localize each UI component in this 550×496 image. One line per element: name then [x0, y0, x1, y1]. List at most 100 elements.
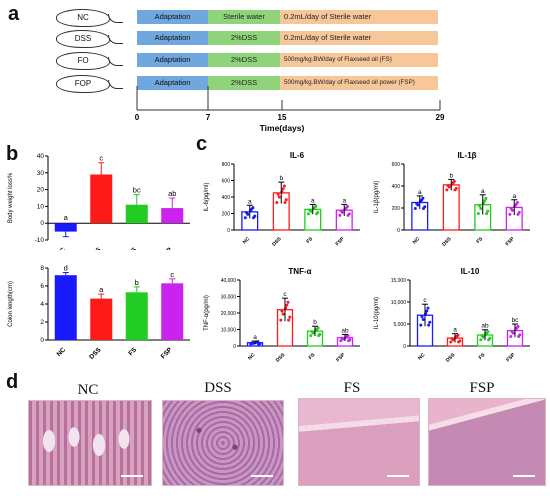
data-point: [309, 334, 313, 338]
bar-dss: [442, 184, 460, 231]
adaptation-segment: Adaptation: [137, 53, 208, 67]
data-point: [425, 309, 429, 313]
chart-title: TNF-α: [288, 267, 311, 276]
y-tick-label: 2: [40, 319, 44, 326]
histology-image-dss: [162, 400, 284, 486]
significance-letter: a: [64, 213, 69, 222]
y-axis-label: Colon length(cm): [8, 281, 14, 327]
y-tick-label: 4: [40, 301, 44, 308]
x-tick-label: DSS: [88, 246, 103, 250]
significance-letter: b: [279, 175, 283, 182]
significance-letter: b: [449, 172, 453, 179]
data-point: [285, 303, 289, 307]
mouse-tail-icon: [108, 80, 123, 89]
histology-image-fsp: [428, 398, 546, 486]
histology-image-fs: [298, 398, 420, 486]
data-point: [457, 340, 461, 344]
y-tick-label: 10,000: [391, 300, 407, 306]
data-point: [279, 318, 283, 322]
colon-length-chart: Colon length(cm) 0 2 4 6 8 d NC a DSS b FS c FSP: [8, 264, 190, 361]
y-tick-label: 0: [233, 344, 236, 350]
y-tick-label: 5,000: [393, 322, 406, 328]
y-tick-label: 40: [37, 153, 45, 160]
data-point: [476, 212, 480, 216]
scale-bar: [251, 475, 273, 477]
x-tick-label: DSS: [88, 346, 103, 361]
data-point: [515, 326, 519, 330]
data-point: [250, 207, 254, 211]
group-label: FO: [77, 56, 89, 65]
significance-letter: d: [64, 264, 68, 273]
x-tick-label: NC: [247, 352, 257, 362]
timeline-tick-29: 29: [436, 113, 445, 122]
x-tick-label: DSS: [275, 352, 287, 364]
data-point: [277, 195, 281, 199]
data-point: [509, 335, 513, 339]
y-tick-label: 30,000: [221, 295, 237, 301]
y-tick-label: 10: [37, 203, 45, 210]
mouse-tail-icon: [108, 35, 123, 44]
y-tick-label: 20: [37, 187, 45, 194]
panel-label-d: d: [6, 371, 19, 393]
timeline-tick-15: 15: [278, 113, 287, 122]
bar-dss: [90, 174, 113, 224]
x-tick-label: FS: [127, 346, 138, 357]
data-point: [310, 330, 314, 334]
data-point: [514, 202, 518, 206]
detail-segment: 0.2mL/day of Sterile water: [280, 10, 438, 24]
data-point: [451, 181, 455, 185]
data-point: [516, 212, 520, 216]
group-label: NC: [77, 13, 89, 22]
x-tick-label: FSP: [335, 236, 347, 248]
data-point: [486, 209, 490, 213]
y-tick-label: 40,000: [221, 278, 237, 284]
data-point: [347, 339, 351, 343]
data-point: [427, 323, 431, 327]
chart-title: IL-6: [290, 151, 305, 160]
histology-label-dss: DSS: [204, 380, 232, 396]
bar-fsp: [161, 283, 184, 340]
data-point: [420, 198, 424, 202]
y-tick-label: 8: [40, 265, 44, 272]
bar-nc: [54, 223, 77, 232]
treatment-segment: 2%DSS: [208, 76, 280, 90]
timeline-label: Time(days): [260, 123, 305, 133]
data-point: [445, 188, 449, 192]
body-weight-chart: Body weight loss% -10 0 10 20 30 40 a NC c DSS bc FS…: [8, 153, 190, 250]
data-point: [286, 300, 290, 304]
data-point: [453, 188, 457, 192]
histology-label-fsp: FSP: [469, 380, 495, 396]
data-point: [446, 184, 450, 188]
x-tick-label: FSP: [505, 352, 517, 364]
data-point: [413, 206, 417, 210]
significance-letter: a: [248, 198, 252, 205]
y-axis-label: IL-6(pg/ml): [204, 182, 210, 211]
data-point: [510, 329, 514, 333]
data-point: [288, 315, 292, 319]
data-point: [245, 211, 249, 215]
data-point: [345, 334, 349, 338]
treatment-segment: 2%DSS: [208, 31, 280, 45]
x-tick-label: FSP: [160, 246, 174, 250]
scale-bar: [121, 475, 143, 477]
x-tick-label: FS: [308, 352, 317, 361]
x-tick-label: FS: [478, 352, 487, 361]
significance-letter: ab: [168, 189, 176, 198]
histology-label-nc: NC: [77, 382, 99, 398]
significance-letter: a: [253, 334, 257, 341]
data-point: [257, 342, 261, 346]
mouse-tail-icon: [108, 57, 123, 66]
x-tick-label: NC: [412, 236, 422, 246]
data-point: [287, 318, 291, 322]
bar-fs: [125, 204, 148, 224]
significance-letter: a: [512, 193, 516, 200]
treatment-segment: Sterile water: [208, 10, 280, 24]
y-axis-label: TNF-α(pg/ml): [204, 295, 210, 331]
bar-nc: [54, 275, 77, 340]
x-tick-label: FSP: [160, 346, 174, 360]
y-tick-label: 600: [222, 179, 231, 185]
x-tick-label: FS: [127, 246, 138, 250]
bar-fs: [125, 292, 148, 340]
y-tick-label: 10,000: [221, 328, 237, 334]
il10-chart: IL-10 IL-10(pg/ml) 0 5,000 10,000 15,000 c NC a D…: [374, 267, 530, 364]
